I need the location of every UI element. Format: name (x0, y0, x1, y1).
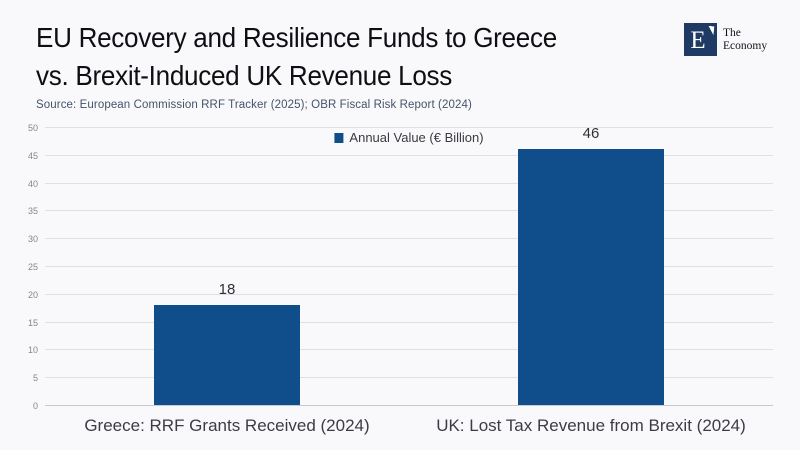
y-tick-label: 50 (27, 123, 38, 133)
gridline (45, 154, 773, 156)
brand-apostrophe-icon (707, 26, 715, 36)
gridline (45, 266, 773, 267)
gridline (45, 127, 773, 128)
legend-label: Annual Value (€ Billion) (349, 130, 484, 145)
title-line-2: vs. Brexit-Induced UK Revenue Loss (36, 60, 453, 91)
gridline (45, 210, 773, 212)
y-tick-label: 20 (27, 289, 38, 300)
y-tick-label: 0 (32, 401, 38, 411)
brand-logo-mark: E (684, 23, 717, 56)
bar-value-label: 18 (218, 280, 236, 298)
y-tick-label: 10 (27, 345, 38, 356)
plot-area: Annual Value (€ Billion) 0 5 10 15 20 25 30 35 4… (28, 123, 773, 435)
y-tick-label: 25 (27, 262, 38, 272)
bar: 46 (518, 125, 664, 405)
y-tick-label: 15 (27, 317, 38, 328)
bar-value-label: 46 (582, 125, 600, 143)
category-label: UK: Lost Tax Revenue from Brexit (2024) (436, 416, 746, 435)
brand-name-line-1: The (723, 26, 741, 39)
chart-legend: Annual Value (€ Billion) (334, 130, 484, 145)
source-note: Source: European Commission RRF Tracker … (36, 99, 472, 111)
gridline (45, 377, 773, 379)
gridline (45, 182, 773, 184)
bar: 18 (154, 281, 300, 405)
gridline (45, 238, 773, 240)
category-label: Greece: RRF Grants Received (2024) (84, 416, 370, 435)
gridline (45, 293, 773, 295)
page-title: EU Recovery and Resilience Funds to Gree… (36, 19, 557, 95)
y-tick-label: 30 (27, 234, 38, 245)
brand-name-line-2: Economy (723, 39, 768, 52)
gridline (45, 321, 773, 323)
y-tick-label: 5 (32, 373, 38, 384)
legend-swatch-icon (334, 132, 344, 143)
brand-name: The Economy (723, 27, 767, 53)
brand-logo: E The Economy (684, 23, 767, 56)
brand-letter: E (690, 26, 706, 54)
y-tick-label: 45 (27, 150, 38, 161)
y-tick-label: 35 (27, 206, 38, 217)
gridline (45, 349, 773, 351)
x-axis-line (45, 405, 773, 406)
y-tick-label: 40 (27, 178, 38, 189)
title-line-1: EU Recovery and Resilience Funds to Gree… (36, 22, 557, 53)
